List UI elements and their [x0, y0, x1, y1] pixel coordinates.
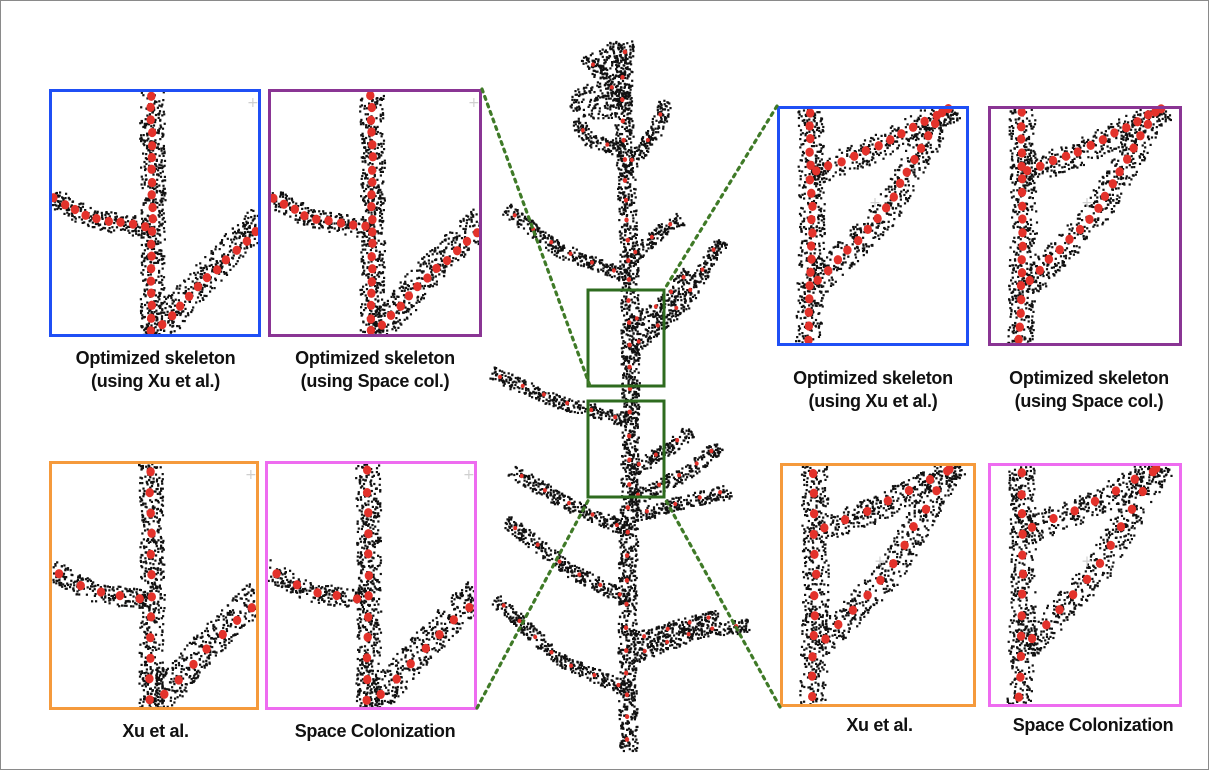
caption-line: Space Colonization	[294, 721, 456, 741]
caption-right-space-colonization: Space Colonization	[982, 714, 1204, 737]
caption-line: (using Space col.)	[1014, 391, 1164, 411]
zoom-region-box	[586, 288, 666, 388]
dotted-connector	[662, 495, 782, 709]
caption-line: (using Space col.)	[300, 371, 450, 391]
panel-frame	[777, 106, 969, 346]
caption-right-optimized-space: Optimized skeleton (using Space col.)	[978, 367, 1200, 413]
dotted-connector	[475, 495, 592, 710]
dotted-connector	[480, 87, 592, 388]
caption-line: Xu et al.	[122, 721, 189, 741]
zoom-panel-right: +	[780, 463, 976, 707]
crosshair-icon: +	[1081, 195, 1093, 211]
caption-line: Space Colonization	[1012, 715, 1174, 735]
panel-frame	[988, 106, 1182, 346]
zoom-panel-left: +	[49, 89, 261, 337]
dotted-connector	[662, 104, 779, 292]
caption-line: (using Xu et al.)	[91, 371, 220, 391]
panel-frame	[268, 89, 482, 337]
panel-frame	[49, 89, 261, 337]
caption-line: Xu et al.	[846, 715, 913, 735]
zoom-panel-left: +	[265, 461, 477, 710]
caption-line: Optimized skeleton	[295, 348, 455, 368]
zoom-region-box	[586, 399, 666, 499]
panel-frame	[265, 461, 477, 710]
zoom-panel-right: +	[988, 463, 1182, 707]
caption-line: (using Xu et al.)	[808, 391, 938, 411]
caption-line: Optimized skeleton	[1009, 368, 1169, 388]
zoom-panel-right: +	[777, 103, 969, 346]
caption-left-optimized-xu: Optimized skeleton (using Xu et al.)	[48, 347, 263, 393]
crosshair-icon: +	[468, 95, 480, 111]
panel-frame	[49, 461, 259, 710]
caption-right-optimized-xu: Optimized skeleton (using Xu et al.)	[762, 367, 984, 413]
caption-line: Optimized skeleton	[75, 348, 236, 368]
zoom-panel-left: +	[49, 461, 259, 710]
crosshair-icon: +	[869, 195, 881, 211]
caption-left-space-colonization: Space Colonization	[264, 720, 486, 743]
panel-frame	[780, 463, 976, 707]
zoom-panel-left: +	[268, 89, 482, 337]
crosshair-icon: +	[874, 553, 886, 569]
zoom-panel-right: +	[988, 104, 1182, 346]
caption-left-optimized-space: Optimized skeleton (using Space col.)	[264, 347, 486, 393]
crosshair-icon: +	[247, 95, 259, 111]
caption-right-xu: Xu et al.	[772, 714, 987, 737]
crosshair-icon: +	[1081, 553, 1093, 569]
panel-frame	[988, 463, 1182, 707]
plant-point-cloud	[489, 40, 751, 753]
crosshair-icon: +	[463, 467, 475, 483]
caption-left-xu: Xu et al.	[48, 720, 263, 743]
caption-line: Optimized skeleton	[793, 368, 953, 388]
crosshair-icon: +	[245, 467, 257, 483]
